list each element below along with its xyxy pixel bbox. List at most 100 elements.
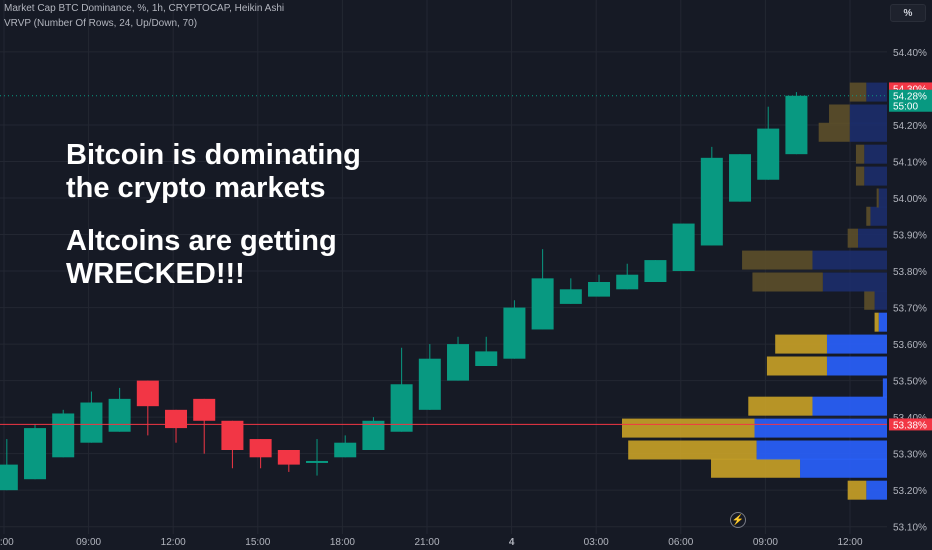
y-tick-label: 53.30% (893, 450, 927, 461)
volume-profile-up-bar (800, 458, 887, 478)
volume-profile-up-bar (866, 82, 887, 102)
candle-body (785, 95, 808, 155)
volume-profile-down-bar (766, 356, 827, 376)
candle-body (531, 278, 554, 330)
annotation-block-1: Bitcoin is dominating the crypto markets (66, 139, 361, 205)
candle-body (24, 428, 47, 480)
volume-profile-up-bar (866, 480, 887, 500)
volume-profile-down-bar (622, 418, 755, 438)
x-tick-label: 09:00 (753, 537, 778, 548)
x-tick-label: 03:00 (584, 537, 609, 548)
volume-profile-up-bar (754, 418, 887, 438)
volume-profile-up-bar (882, 378, 887, 398)
volume-profile-down-bar (876, 188, 879, 208)
candle-body (644, 260, 667, 282)
candle-body (616, 274, 639, 290)
candle-body (221, 420, 244, 450)
volume-profile-up-bar (864, 166, 887, 186)
candle-body (108, 398, 131, 432)
volume-profile-up-bar (858, 228, 887, 248)
percent-scale-button[interactable]: % (890, 4, 926, 22)
y-tick-label: 54.10% (893, 157, 927, 168)
volume-profile-down-bar (847, 228, 859, 248)
volume-profile-down-bar (628, 440, 757, 460)
candle-body (0, 464, 18, 491)
volume-profile-down-bar (874, 312, 879, 332)
candle-body (700, 157, 723, 246)
x-tick-label: 15:00 (245, 537, 270, 548)
volume-profile-up-bar (812, 396, 887, 416)
volume-profile-up-bar (878, 312, 887, 332)
y-tick-label: 53.20% (893, 486, 927, 497)
volume-profile-up-bar (849, 104, 887, 124)
x-tick-label: 21:00 (414, 537, 439, 548)
y-tick-label: 54.00% (893, 194, 927, 205)
candle-body (193, 398, 216, 421)
volume-profile-down-bar (775, 334, 827, 354)
candle-body (362, 420, 385, 450)
candle-body (559, 289, 582, 304)
candle-body (390, 384, 413, 432)
volume-profile-down-bar (855, 144, 865, 164)
price-label-countdown: 55:00 (893, 102, 918, 113)
x-tick-label: 18:00 (330, 537, 355, 548)
candle-body (136, 380, 159, 407)
annotation-line-1: Bitcoin is dominating (66, 139, 361, 171)
x-tick-label: 4 (509, 537, 515, 548)
x-tick-label: 6:00 (0, 537, 14, 548)
y-tick-label: 53.60% (893, 340, 927, 351)
candle-body (447, 344, 470, 381)
candle-body (334, 442, 357, 458)
volume-profile-down-bar (855, 166, 865, 186)
volume-profile-up-bar (826, 356, 887, 376)
candle-body (249, 439, 272, 458)
volume-profile-down-bar (818, 122, 850, 142)
candle-body (757, 128, 780, 180)
y-tick-label: 53.10% (893, 523, 927, 534)
price-label: 54.28% (893, 92, 927, 103)
lightning-icon[interactable]: ⚡ (730, 512, 746, 528)
candle-body (475, 351, 498, 366)
y-tick-label: 53.80% (893, 267, 927, 278)
annotation-line-3: Altcoins are getting (66, 225, 337, 257)
y-tick-label: 53.50% (893, 377, 927, 388)
candle-body (52, 413, 75, 458)
candle-body (277, 450, 300, 465)
candle-body (418, 358, 441, 410)
annotation-block-2: Altcoins are getting WRECKED!!! (66, 225, 337, 291)
volume-profile-down-bar (742, 250, 813, 270)
volume-profile-down-bar (864, 290, 875, 310)
candle-body (165, 409, 188, 429)
volume-profile-up-bar (826, 334, 887, 354)
volume-profile-down-bar (847, 480, 867, 500)
x-tick-label: 06:00 (668, 537, 693, 548)
candle-body (588, 282, 611, 297)
candle-body (503, 307, 526, 359)
volume-profile-down-bar (752, 272, 823, 292)
y-tick-label: 53.90% (893, 231, 927, 242)
volume-profile-down-bar (711, 458, 801, 478)
annotation-line-2: the crypto markets (66, 172, 326, 204)
volume-profile-up-bar (849, 122, 887, 142)
x-tick-label: 12:00 (161, 537, 186, 548)
x-tick-label: 09:00 (76, 537, 101, 548)
volume-profile-up-bar (756, 440, 887, 460)
candle-body (306, 460, 329, 463)
price-label-bg (889, 89, 932, 112)
volume-profile-down-bar (748, 396, 813, 416)
candle-body (672, 223, 695, 272)
indicator-legend: VRVP (Number Of Rows, 24, Up/Down, 70) (4, 18, 198, 29)
volume-profile-up-bar (878, 188, 887, 208)
chart-title: Market Cap BTC Dominance, %, 1h, CRYPTOC… (4, 3, 285, 14)
y-tick-label: 54.40% (893, 48, 927, 59)
volume-profile-up-bar (874, 290, 887, 310)
x-tick-label: 12:00 (837, 537, 862, 548)
volume-profile-up-bar (822, 272, 887, 292)
volume-profile-up-bar (864, 144, 887, 164)
candle-body (729, 154, 752, 202)
volume-profile-down-bar (849, 82, 867, 102)
volume-profile-up-bar (870, 206, 887, 226)
y-tick-label: 54.20% (893, 121, 927, 132)
candle-body (80, 402, 103, 443)
